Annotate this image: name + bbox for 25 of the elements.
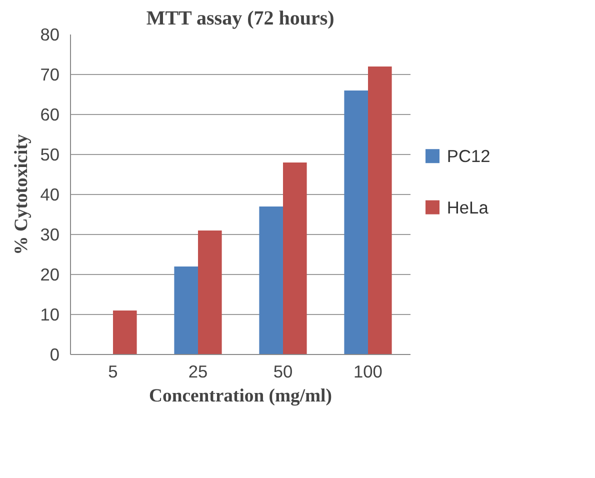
x-tick-label: 50 [273, 362, 293, 382]
bar [344, 90, 368, 354]
y-tick-label: 0 [50, 344, 60, 364]
x-tick-label: 100 [354, 362, 382, 382]
y-tick-label: 10 [40, 304, 60, 324]
legend-label: HeLa [446, 197, 489, 218]
y-tick-label: 30 [40, 224, 60, 244]
y-tick-label: 80 [40, 24, 60, 44]
bar [198, 230, 222, 354]
x-axis-title: Concentration (mg/ml) [149, 386, 332, 406]
bar [368, 66, 392, 354]
x-tick-label: 25 [188, 362, 208, 382]
y-tick-label: 40 [40, 184, 60, 204]
y-tick-label: 50 [40, 144, 60, 164]
y-tick-label: 60 [40, 104, 60, 124]
y-tick-label: 70 [40, 64, 60, 84]
y-tick-label: 20 [40, 264, 60, 284]
chart-title: MTT assay (72 hours) [146, 8, 334, 30]
bar [113, 310, 137, 354]
bar [259, 206, 283, 354]
legend-label: PC12 [446, 146, 490, 166]
bar [283, 162, 307, 354]
x-tick-label: 5 [108, 362, 118, 382]
y-axis-title: % Cytotoxicity [11, 133, 32, 255]
bar [174, 266, 198, 354]
